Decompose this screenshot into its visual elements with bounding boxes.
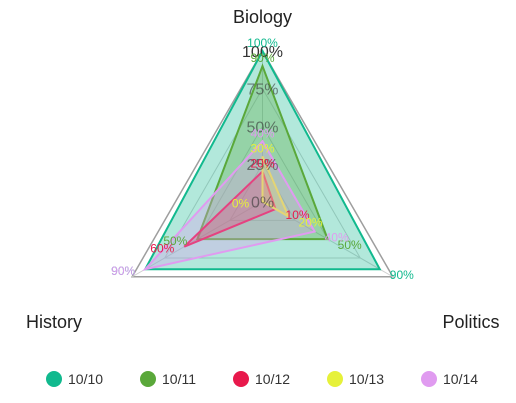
axis-label-politics: Politics [442,312,499,332]
data-label: 0% [232,197,250,211]
data-labels: 100%90%90%90%50%50%20%10%60%30%20%0%40%4… [111,36,414,282]
legend-label: 10/11 [162,371,196,387]
data-label: 40% [325,231,349,245]
series-layer [142,48,382,271]
legend-swatch [421,371,437,387]
data-label: 50% [338,238,362,252]
data-label: 30% [250,141,274,155]
grid-outer-frame [130,49,395,278]
legend: 10/10 10/11 10/12 10/13 10/14 [46,371,478,387]
legend-item: 10/12 [233,371,290,387]
axis-labels: Biology Politics History [26,7,500,332]
ring-label: 75% [246,82,278,99]
legend-item: 10/10 [46,371,103,387]
legend-swatch [233,371,249,387]
data-label: 90% [390,268,414,282]
series-area-10-12 [183,169,277,248]
data-label: 90% [250,51,274,65]
series-area-10-14 [142,139,317,271]
data-label: 10% [286,208,310,222]
legend-swatch [46,371,62,387]
legend-label: 10/12 [255,371,290,387]
ring-label: 100% [242,44,283,61]
ring-label: 25% [246,157,278,174]
axis-label-biology: Biology [233,7,292,27]
series-area-10-13 [261,155,291,219]
legend-item: 10/13 [327,371,384,387]
data-label: 50% [163,234,187,248]
data-label: 20% [299,216,323,230]
data-label: 100% [247,36,278,50]
ring-label: 0% [251,195,274,212]
data-label: 60% [150,242,174,256]
legend-item: 10/11 [140,371,196,387]
legend-label: 10/10 [68,371,103,387]
data-label: 40% [250,126,274,140]
ring-labels: 0% 25% 50% 75% 100% [242,44,283,212]
ring-label: 50% [246,119,278,136]
legend-label: 10/14 [443,371,478,387]
axis-label-history: History [26,312,82,332]
data-label: 90% [111,264,135,278]
legend-swatch [327,371,343,387]
legend-item: 10/14 [421,371,478,387]
legend-label: 10/13 [349,371,384,387]
legend-swatch [140,371,156,387]
data-label: 20% [250,156,274,170]
grid-ring [163,87,362,259]
data-label: 90% [111,264,135,278]
